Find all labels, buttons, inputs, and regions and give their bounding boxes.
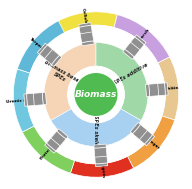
Bar xyxy=(37,43,55,60)
Wedge shape xyxy=(44,43,96,121)
Text: Biomass based
SPEs: Biomass based SPEs xyxy=(40,59,82,90)
Bar xyxy=(155,83,168,96)
Text: Sugar: Sugar xyxy=(147,138,161,150)
Bar xyxy=(123,42,140,59)
Text: Cellulose: Cellulose xyxy=(80,8,88,31)
Bar xyxy=(95,153,108,167)
Wedge shape xyxy=(51,12,117,36)
Text: Chitin: Chitin xyxy=(164,86,179,91)
Bar xyxy=(146,84,159,97)
Text: Terpene: Terpene xyxy=(29,37,47,53)
Bar xyxy=(94,144,107,157)
Text: Protein: Protein xyxy=(39,144,54,160)
Text: Biomass: Biomass xyxy=(75,90,117,99)
Bar xyxy=(130,122,147,140)
Text: Uronic acid: Uronic acid xyxy=(6,97,34,104)
Wedge shape xyxy=(13,69,34,132)
Wedge shape xyxy=(127,116,175,168)
Bar xyxy=(129,35,146,52)
Wedge shape xyxy=(51,109,141,146)
Text: SPEs skeleton: SPEs skeleton xyxy=(94,115,98,154)
Bar xyxy=(33,92,46,105)
Wedge shape xyxy=(22,126,74,173)
Bar xyxy=(137,129,155,146)
Circle shape xyxy=(27,25,165,164)
Text: Lignin: Lignin xyxy=(99,163,105,178)
Bar xyxy=(24,93,37,106)
Text: Starch: Starch xyxy=(137,28,151,43)
Wedge shape xyxy=(17,21,65,73)
Bar xyxy=(79,22,93,36)
Bar xyxy=(80,32,94,46)
Text: SPEs additive: SPEs additive xyxy=(113,63,149,86)
Wedge shape xyxy=(158,57,179,120)
Wedge shape xyxy=(96,43,148,121)
Circle shape xyxy=(74,72,118,117)
Wedge shape xyxy=(114,15,170,63)
Wedge shape xyxy=(70,156,134,177)
Bar xyxy=(45,136,62,153)
Bar xyxy=(45,49,62,67)
Bar xyxy=(51,129,68,146)
